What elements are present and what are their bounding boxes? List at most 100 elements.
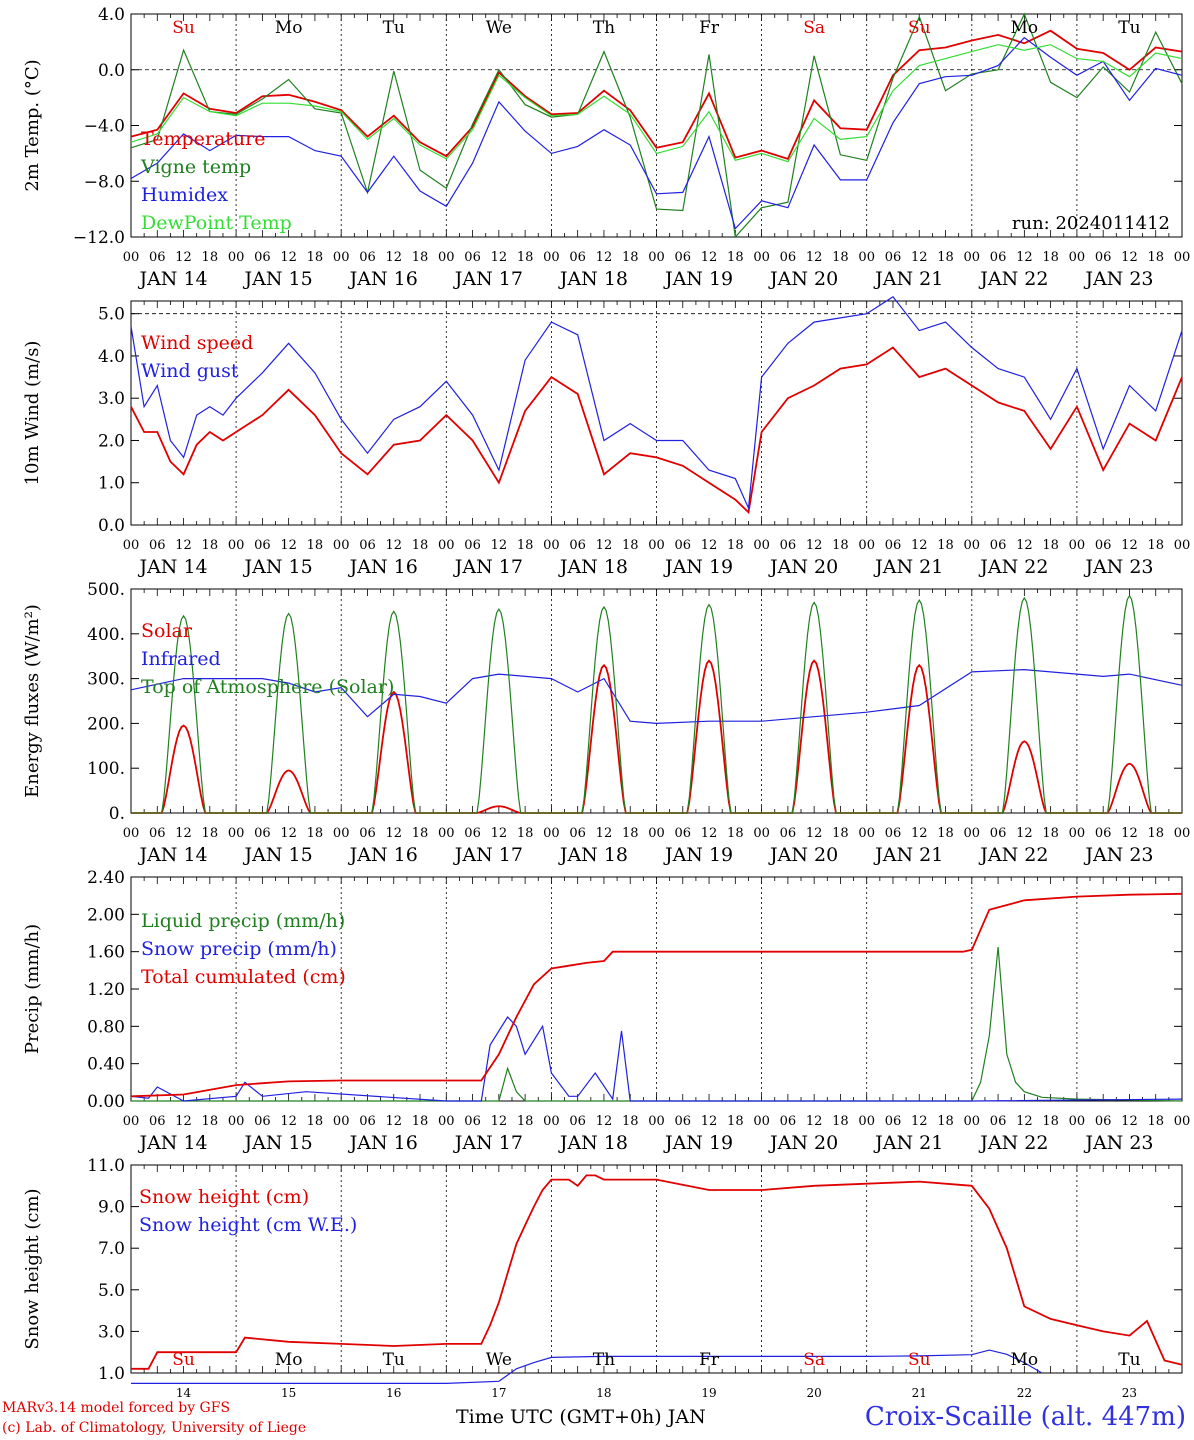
time-axis-label: Time UTC (GMT+0h) JAN bbox=[456, 1406, 706, 1428]
legend-label: Wind speed bbox=[141, 332, 253, 354]
hour-label: 00 bbox=[438, 826, 455, 841]
hour-label: 12 bbox=[1016, 250, 1033, 265]
hour-label: 06 bbox=[990, 538, 1007, 553]
hour-label: 06 bbox=[254, 250, 271, 265]
hour-label: 12 bbox=[1121, 250, 1138, 265]
hour-label: 18 bbox=[517, 250, 534, 265]
day-label: JAN 20 bbox=[768, 556, 838, 578]
hour-label: 18 bbox=[1147, 250, 1164, 265]
series-line bbox=[130, 295, 1183, 511]
hour-label: 12 bbox=[596, 826, 613, 841]
weekday-label: We bbox=[486, 1350, 512, 1370]
hour-label: 12 bbox=[175, 538, 192, 553]
weekday-label: Tu bbox=[1118, 18, 1140, 38]
hour-label: 06 bbox=[359, 826, 376, 841]
legend-label: Solar bbox=[141, 620, 193, 642]
hour-label: 18 bbox=[832, 250, 849, 265]
day-label: JAN 20 bbox=[768, 1132, 838, 1154]
hour-label: 06 bbox=[359, 538, 376, 553]
hour-label: 06 bbox=[1095, 1114, 1112, 1129]
weekday-label: Su bbox=[908, 18, 931, 38]
y-axis-title: Energy fluxes (W/m²) bbox=[22, 604, 43, 798]
hour-label: 00 bbox=[543, 538, 560, 553]
y-tick-label: 200. bbox=[87, 714, 125, 734]
day-label: JAN 22 bbox=[978, 268, 1048, 290]
day-label: JAN 23 bbox=[1083, 268, 1153, 290]
hour-label: 00 bbox=[1069, 826, 1086, 841]
hour-label: 06 bbox=[359, 250, 376, 265]
bottom-day-number: 21 bbox=[912, 1386, 927, 1400]
hour-label: 06 bbox=[464, 1114, 481, 1129]
day-label: JAN 22 bbox=[978, 844, 1048, 866]
day-label: JAN 16 bbox=[348, 268, 418, 290]
hour-label: 18 bbox=[622, 826, 639, 841]
hour-label: 18 bbox=[1042, 826, 1059, 841]
hour-label: 12 bbox=[1121, 1114, 1138, 1129]
hour-label: 18 bbox=[412, 1114, 429, 1129]
legend-label: Top of Atmosphere (Solar) bbox=[141, 676, 394, 698]
series-line bbox=[130, 44, 1183, 163]
bottom-day-number: 15 bbox=[281, 1386, 296, 1400]
hour-label: 06 bbox=[569, 250, 586, 265]
weekday-label: Mo bbox=[1011, 1350, 1039, 1370]
day-label: JAN 20 bbox=[768, 844, 838, 866]
hour-label: 00 bbox=[648, 538, 665, 553]
hour-label: 06 bbox=[1095, 538, 1112, 553]
day-label: JAN 14 bbox=[137, 1132, 207, 1154]
day-label: JAN 17 bbox=[453, 556, 523, 578]
hour-label: 18 bbox=[517, 1114, 534, 1129]
bottom-day-number: 23 bbox=[1122, 1386, 1137, 1400]
hour-label: 00 bbox=[1069, 1114, 1086, 1129]
hour-label: 12 bbox=[175, 250, 192, 265]
weekday-label: Tu bbox=[383, 18, 405, 38]
hour-label: 12 bbox=[911, 250, 928, 265]
y-tick-label: 300. bbox=[87, 670, 125, 690]
panel-5 bbox=[130, 1164, 1183, 1384]
hour-label: 06 bbox=[254, 1114, 271, 1129]
hour-label: 12 bbox=[385, 538, 402, 553]
hour-label: 06 bbox=[464, 538, 481, 553]
weekday-label: We bbox=[486, 18, 512, 38]
series-line bbox=[130, 668, 1183, 725]
weekday-label: Mo bbox=[275, 18, 303, 38]
y-tick-label: 400. bbox=[87, 625, 125, 645]
hour-label: 00 bbox=[753, 250, 770, 265]
day-label: JAN 18 bbox=[558, 268, 628, 290]
hour-label: 06 bbox=[780, 826, 797, 841]
weekday-label: Sa bbox=[803, 18, 825, 38]
hour-label: 12 bbox=[701, 826, 718, 841]
hour-label: 12 bbox=[596, 1114, 613, 1129]
station-name: Croix-Scaille (alt. 447m) bbox=[864, 1402, 1186, 1432]
hour-label: 00 bbox=[753, 1114, 770, 1129]
hour-label: 00 bbox=[858, 538, 875, 553]
hour-label: 12 bbox=[385, 826, 402, 841]
legend-label: Snow precip (mm/h) bbox=[141, 938, 337, 960]
hour-label: 18 bbox=[1147, 826, 1164, 841]
y-tick-label: 0.80 bbox=[87, 1017, 125, 1037]
bottom-day-number: 18 bbox=[596, 1386, 611, 1400]
hour-label: 18 bbox=[307, 1114, 324, 1129]
series-line bbox=[130, 12, 1183, 239]
legend-label: Wind gust bbox=[141, 360, 239, 382]
hour-label: 00 bbox=[1174, 826, 1191, 841]
hour-label: 06 bbox=[254, 826, 271, 841]
hour-label: 00 bbox=[438, 250, 455, 265]
day-label: JAN 18 bbox=[558, 556, 628, 578]
day-label: JAN 16 bbox=[348, 844, 418, 866]
y-tick-label: 0.00 bbox=[87, 1092, 125, 1112]
hour-label: 06 bbox=[1095, 826, 1112, 841]
hour-label: 00 bbox=[228, 1114, 245, 1129]
hour-label: 18 bbox=[412, 538, 429, 553]
hour-label: 00 bbox=[123, 538, 140, 553]
legend-label: DewPoint Temp bbox=[141, 212, 292, 234]
hour-label: 06 bbox=[569, 826, 586, 841]
hour-label: 18 bbox=[202, 1114, 219, 1129]
hour-label: 18 bbox=[412, 250, 429, 265]
y-tick-label: −4.0 bbox=[84, 117, 125, 137]
y-axis-title: Precip (mm/h) bbox=[22, 924, 43, 1054]
hour-label: 00 bbox=[438, 1114, 455, 1129]
hour-label: 12 bbox=[175, 826, 192, 841]
panel-1 bbox=[130, 12, 1183, 239]
hour-label: 00 bbox=[964, 250, 981, 265]
weekday-label: Su bbox=[172, 1350, 195, 1370]
